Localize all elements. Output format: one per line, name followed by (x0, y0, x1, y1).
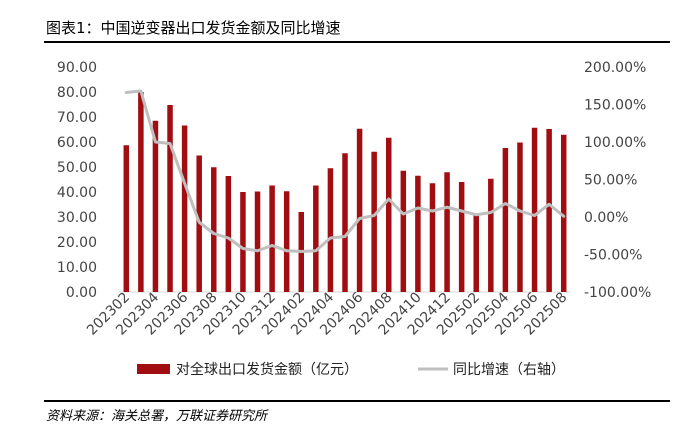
y-right-tick-label: 200.00% (584, 60, 646, 76)
y-right-tick-label: 0.00% (584, 210, 628, 226)
bar-202308 (211, 167, 217, 292)
line-series (124, 89, 566, 253)
y-right-tick-label: 50.00% (584, 173, 637, 189)
title-underline (44, 41, 670, 43)
y-left-tick-label: 70.00 (57, 110, 97, 126)
bar-202407 (371, 151, 377, 292)
bar-202406 (356, 128, 363, 292)
y-left-ticks: 0.00 10.00 20.00 30.00 40.00 50.00 60.00 70.00 8… (57, 60, 97, 301)
bar-202502 (473, 214, 479, 292)
bar-202306 (181, 125, 188, 292)
y-left-tick-label: 20.00 (57, 235, 97, 251)
bar-202304 (152, 120, 159, 292)
x-ticks: 2023022023042023062023082023102023122024… (84, 289, 571, 338)
legend-line-label: 同比增速（右轴） (453, 362, 565, 378)
bar-202303 (138, 92, 144, 292)
y-left-tick-label: 40.00 (57, 185, 97, 201)
bar-202404 (327, 168, 334, 292)
bar-202302 (123, 145, 130, 292)
bar-202408 (385, 137, 392, 292)
bar-202411 (429, 183, 436, 292)
legend: 对全球出口发货金额（亿元） 同比增速（右轴） (137, 361, 565, 378)
bar-202309 (225, 176, 232, 292)
bar-202508 (560, 134, 567, 292)
y-left-tick-label: 0.00 (66, 285, 97, 301)
source-rule (44, 400, 670, 402)
bar-202507 (546, 129, 552, 292)
bar-202401 (283, 191, 290, 292)
bar-202409 (400, 170, 407, 292)
bar-202312 (269, 185, 275, 292)
y-right-tick-label: 100.00% (584, 135, 646, 151)
bar-202310 (240, 192, 246, 292)
y-left-tick-label: 50.00 (57, 160, 97, 176)
y-right-tick-label: -50.00% (584, 248, 642, 264)
bar-202412 (444, 172, 450, 292)
bar-202311 (254, 191, 261, 292)
legend-bar-label: 对全球出口发货金额（亿元） (176, 361, 358, 378)
bar-202503 (488, 178, 494, 292)
bar-202506 (531, 127, 538, 292)
bar-202505 (517, 142, 523, 292)
bar-202410 (415, 175, 421, 292)
bar-202403 (313, 185, 319, 292)
bar-series (123, 92, 567, 292)
bar-202501 (458, 182, 465, 292)
y-left-tick-label: 80.00 (57, 85, 97, 101)
y-right-tick-label: -100.00% (584, 285, 651, 301)
source-note: 资料来源：海关总署，万联证券研究所 (46, 409, 268, 424)
y-right-tick-label: 150.00% (584, 98, 646, 114)
y-right-ticks: -100.00% -50.00% 0.00% 50.00% 100.00% 150.00%… (584, 60, 651, 301)
y-left-tick-label: 60.00 (57, 135, 97, 151)
bar-202305 (167, 105, 173, 292)
y-left-tick-label: 90.00 (57, 60, 97, 76)
y-left-tick-label: 10.00 (57, 260, 97, 276)
y-left-tick-label: 30.00 (57, 210, 97, 226)
chart-title: 图表1：中国逆变器出口发货金额及同比增速 (46, 19, 341, 37)
legend-bar-swatch (137, 364, 170, 374)
bar-202405 (342, 153, 348, 292)
chart-canvas: 0.00 10.00 20.00 30.00 40.00 50.00 60.00 70.00 8… (57, 60, 651, 378)
bar-202504 (502, 148, 509, 292)
